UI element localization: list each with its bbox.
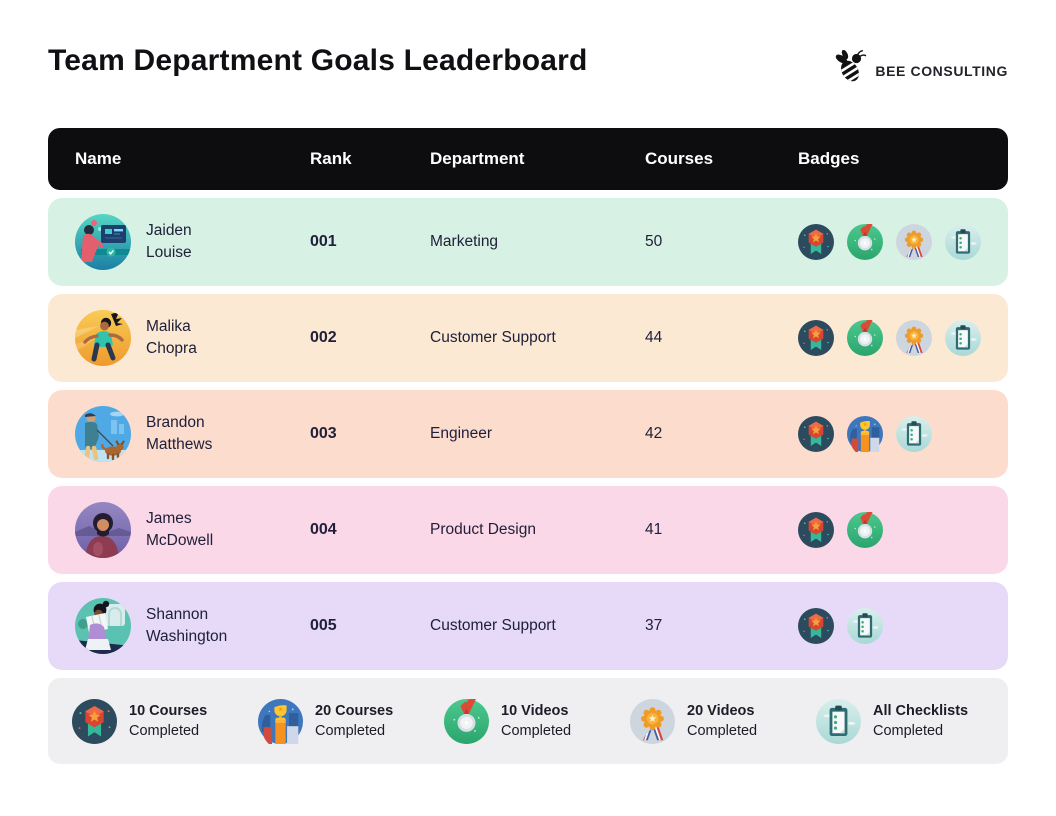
row-name: Jaiden Louise	[146, 221, 192, 261]
rosette-medal-icon	[72, 698, 117, 744]
row-department: Marketing	[430, 233, 499, 250]
avatar	[75, 214, 131, 270]
starburst-medal-icon	[896, 224, 932, 260]
legend-item: 10 Videos Completed	[444, 698, 630, 744]
row-rank: 005	[310, 617, 337, 634]
column-header-courses: Courses	[645, 149, 714, 168]
legend-label: 20 Videos Completed	[687, 702, 758, 739]
legend-item: All Checklists Completed	[816, 698, 1002, 744]
bee-icon	[833, 49, 867, 91]
checklist-clipboard-icon	[816, 698, 861, 744]
table-row: James McDowell 004 Product Design 41	[48, 486, 1008, 574]
starburst-medal-icon	[896, 320, 932, 356]
row-badges	[798, 416, 1008, 452]
checklist-clipboard-icon	[945, 320, 981, 356]
rosette-medal-icon	[798, 608, 834, 644]
name-cell: James McDowell	[75, 502, 310, 558]
page-header: Team Department Goals Leaderboard	[48, 40, 1008, 96]
row-badges	[798, 320, 1008, 356]
row-courses: 42	[645, 425, 663, 442]
column-header-badges: Badges	[798, 149, 860, 168]
badge-legend: 10 Courses Completed 20 Courses Completed …	[48, 678, 1008, 764]
avatar	[75, 310, 131, 366]
row-name: Brandon Matthews	[146, 413, 213, 453]
name-cell: Malika Chopra	[75, 310, 310, 366]
row-name: Shannon Washington	[146, 605, 228, 645]
rosette-medal-icon	[798, 512, 834, 548]
checklist-clipboard-icon	[945, 224, 981, 260]
brand-logo: BEE CONSULTING	[833, 49, 1008, 91]
checklist-clipboard-icon	[896, 416, 932, 452]
name-cell: Shannon Washington	[75, 598, 310, 654]
checklist-clipboard-icon	[847, 608, 883, 644]
brand-name: BEE CONSULTING	[875, 62, 1008, 79]
row-rank: 002	[310, 329, 337, 346]
legend-item: 20 Videos Completed	[630, 698, 816, 744]
rosette-medal-icon	[798, 224, 834, 260]
rosette-medal-icon	[798, 416, 834, 452]
trophy-podium-icon	[847, 416, 883, 452]
leaderboard-page: Team Department Goals Leaderboard	[48, 40, 1008, 764]
row-rank: 001	[310, 233, 337, 250]
table-row: Brandon Matthews 003 Engineer 42	[48, 390, 1008, 478]
starburst-medal-icon	[630, 698, 675, 744]
column-header-name: Name	[75, 149, 122, 168]
legend-label: All Checklists Completed	[873, 702, 969, 739]
silver-medal-icon	[847, 224, 883, 260]
page-title: Team Department Goals Leaderboard	[48, 44, 588, 77]
row-courses: 41	[645, 521, 663, 538]
trophy-podium-icon	[258, 698, 303, 744]
silver-medal-icon	[444, 698, 489, 744]
avatar	[75, 502, 131, 558]
table-header: Name Rank Department Courses Badges	[48, 128, 1008, 190]
row-courses: 50	[645, 233, 663, 250]
leaderboard-rows: Jaiden Louise 001 Marketing 50	[48, 198, 1008, 670]
row-name: Malika Chopra	[146, 317, 197, 357]
row-department: Customer Support	[430, 617, 556, 634]
column-header-department: Department	[430, 149, 525, 168]
table-row: Malika Chopra 002 Customer Support 44	[48, 294, 1008, 382]
avatar	[75, 598, 131, 654]
row-rank: 004	[310, 521, 337, 538]
row-badges	[798, 512, 1008, 548]
silver-medal-icon	[847, 512, 883, 548]
legend-label: 20 Courses Completed	[315, 702, 394, 739]
name-cell: Jaiden Louise	[75, 214, 310, 270]
row-department: Customer Support	[430, 329, 556, 346]
row-courses: 44	[645, 329, 663, 346]
legend-item: 20 Courses Completed	[258, 698, 444, 744]
table-row: Shannon Washington 005 Customer Support 37	[48, 582, 1008, 670]
legend-label: 10 Courses Completed	[129, 702, 208, 739]
row-department: Engineer	[430, 425, 493, 442]
silver-medal-icon	[847, 320, 883, 356]
table-row: Jaiden Louise 001 Marketing 50	[48, 198, 1008, 286]
column-header-rank: Rank	[310, 149, 352, 168]
legend-item: 10 Courses Completed	[72, 698, 258, 744]
rosette-medal-icon	[798, 320, 834, 356]
name-cell: Brandon Matthews	[75, 406, 310, 462]
legend-label: 10 Videos Completed	[501, 702, 572, 739]
row-rank: 003	[310, 425, 337, 442]
row-badges	[798, 608, 1008, 644]
row-badges	[798, 224, 1008, 260]
row-courses: 37	[645, 617, 663, 634]
row-name: James McDowell	[146, 509, 214, 549]
row-department: Product Design	[430, 521, 536, 538]
avatar	[75, 406, 131, 462]
